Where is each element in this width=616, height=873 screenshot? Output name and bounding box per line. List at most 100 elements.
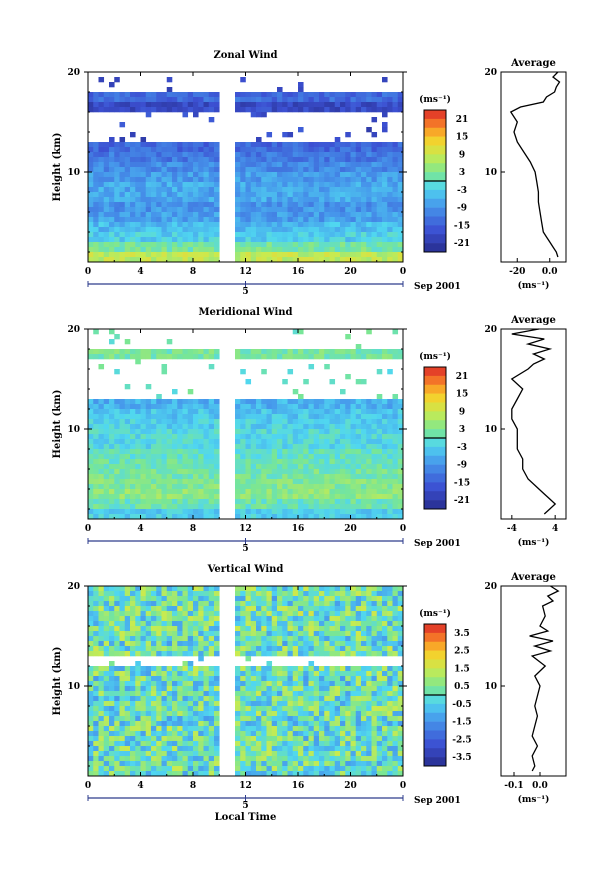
x-tick-label: 4 xyxy=(137,781,143,791)
colorbar-swatch xyxy=(424,455,446,465)
panel-1: Zonal Wind 10 20 Height (km) 0 4 8 12 16 20 0 5 Sep … xyxy=(52,50,567,297)
colorbar-swatch xyxy=(424,163,446,173)
average-profile: Average 10 20 -0.1 0.0 (ms⁻¹) xyxy=(484,572,567,805)
colorbar-swatch xyxy=(424,739,446,749)
colorbar-unit: (ms⁻¹) xyxy=(419,608,451,619)
y-tick-label: 10 xyxy=(67,425,80,435)
profile-unit: (ms⁻¹) xyxy=(518,537,550,548)
average-profile: Average 10 20 -20 0.0 (ms⁻¹) xyxy=(484,58,567,291)
y-axis-label: Height (km) xyxy=(52,133,63,202)
colorbar-tick-label: -1.5 xyxy=(452,718,471,728)
colorbar-tick-label: -3 xyxy=(457,186,467,196)
colorbar-tick-label: 3 xyxy=(459,168,465,178)
colorbar-tick-label: 21 xyxy=(456,372,469,382)
profile-x-tick-label: 0.0 xyxy=(542,267,558,277)
colorbar-swatch xyxy=(424,420,446,430)
heatmap-field xyxy=(88,329,404,520)
x-tick-label: 12 xyxy=(239,781,252,791)
panel-2: Meridional Wind 10 20 Height (km) 0 4 8 12 16 20 0… xyxy=(52,307,567,554)
profile-line xyxy=(510,328,557,515)
profile-y-tick-label: 10 xyxy=(484,168,497,178)
colorbar-swatch xyxy=(424,757,446,767)
colorbar-swatch xyxy=(424,181,446,191)
colorbar-tick-label: 3.5 xyxy=(454,629,470,639)
colorbar-swatch xyxy=(424,438,446,448)
colorbar-swatch xyxy=(424,216,446,226)
colorbar-swatch xyxy=(424,118,446,129)
colorbar-swatch xyxy=(424,712,446,722)
colorbar-tick-label: -9 xyxy=(457,204,467,214)
day-label: 5 xyxy=(242,287,248,297)
profile-frame xyxy=(500,71,567,263)
profile-frame xyxy=(500,328,567,520)
colorbar-swatch xyxy=(424,482,446,492)
profile-title: Average xyxy=(510,315,556,326)
x-axis-label: Local Time xyxy=(215,812,277,823)
y-tick-label: 20 xyxy=(67,68,80,78)
y-axis-label: Height (km) xyxy=(52,647,63,716)
colorbar-swatch xyxy=(424,375,446,386)
y-tick-label: 10 xyxy=(67,168,80,178)
colorbar-tick-label: 21 xyxy=(456,115,469,125)
profile-line xyxy=(529,585,560,772)
profile-y-tick-label: 20 xyxy=(484,68,497,78)
colorbar-swatch xyxy=(424,721,446,731)
date-label: Sep 2001 xyxy=(414,539,461,549)
colorbar-tick-label: -2.5 xyxy=(452,735,471,745)
colorbar-swatch xyxy=(424,650,446,660)
profile-x-tick-label: -0.1 xyxy=(504,781,523,791)
colorbar-swatch xyxy=(424,473,446,483)
colorbar-swatch xyxy=(424,659,446,669)
x-tick-label: 12 xyxy=(239,524,252,534)
profile-y-tick-label: 20 xyxy=(484,325,497,335)
profile-x-tick-label: 0.0 xyxy=(532,781,548,791)
profile-x-tick-label: -4 xyxy=(507,524,517,534)
colorbar-swatch xyxy=(424,189,446,200)
colorbar-swatch xyxy=(424,367,446,377)
average-profile: Average 10 20 -4 4(ms⁻¹) xyxy=(484,315,567,548)
profile-y-tick-label: 10 xyxy=(484,682,497,692)
date-label: Sep 2001 xyxy=(414,282,461,292)
x-tick-label: 20 xyxy=(344,781,357,791)
x-tick-label: 0 xyxy=(400,267,406,277)
colorbar-swatch xyxy=(424,677,446,687)
panel-3: Vertical Wind 10 20 Height (km) 0 4 8 12 16 20 0 5 S… xyxy=(52,564,567,811)
y-tick-label: 20 xyxy=(67,325,80,335)
day-label: 5 xyxy=(242,801,248,811)
colorbar-tick-label: 15 xyxy=(456,390,469,400)
colorbar-unit: (ms⁻¹) xyxy=(419,351,451,362)
colorbar-swatch xyxy=(424,411,446,421)
colorbar-swatch xyxy=(424,207,446,217)
colorbar-swatch xyxy=(424,402,446,412)
profile-y-tick-label: 20 xyxy=(484,582,497,592)
colorbar-swatch xyxy=(424,500,446,510)
x-tick-label: 0 xyxy=(85,267,91,277)
colorbar-tick-label: -21 xyxy=(454,496,470,506)
colorbar-swatch xyxy=(424,632,446,643)
colorbar-swatch xyxy=(424,686,446,696)
colorbar-swatch xyxy=(424,110,446,120)
colorbar-tick-label: -0.5 xyxy=(452,700,471,710)
y-tick-label: 20 xyxy=(67,582,80,592)
x-tick-label: 4 xyxy=(137,524,143,534)
colorbar-swatch xyxy=(424,136,446,146)
date-label: Sep 2001 xyxy=(414,796,461,806)
panel-title: Meridional Wind xyxy=(198,307,292,318)
colorbar-tick-label: 9 xyxy=(459,407,465,417)
colorbar-swatch xyxy=(424,624,446,634)
colorbar-swatch xyxy=(424,464,446,474)
colorbar-tick-label: -21 xyxy=(454,239,470,249)
x-tick-label: 16 xyxy=(292,524,305,534)
day-label: 5 xyxy=(242,544,248,554)
profile-unit: (ms⁻¹) xyxy=(518,280,550,291)
colorbar-tick-label: -15 xyxy=(454,221,470,231)
profile-title: Average xyxy=(510,572,556,583)
x-tick-label: 0 xyxy=(85,524,91,534)
colorbar-swatch xyxy=(424,641,446,651)
x-tick-label: 12 xyxy=(239,267,252,277)
x-tick-label: 20 xyxy=(344,524,357,534)
profile-unit: (ms⁻¹) xyxy=(518,794,550,805)
x-tick-label: 0 xyxy=(400,524,406,534)
y-tick-label: 10 xyxy=(67,682,80,692)
